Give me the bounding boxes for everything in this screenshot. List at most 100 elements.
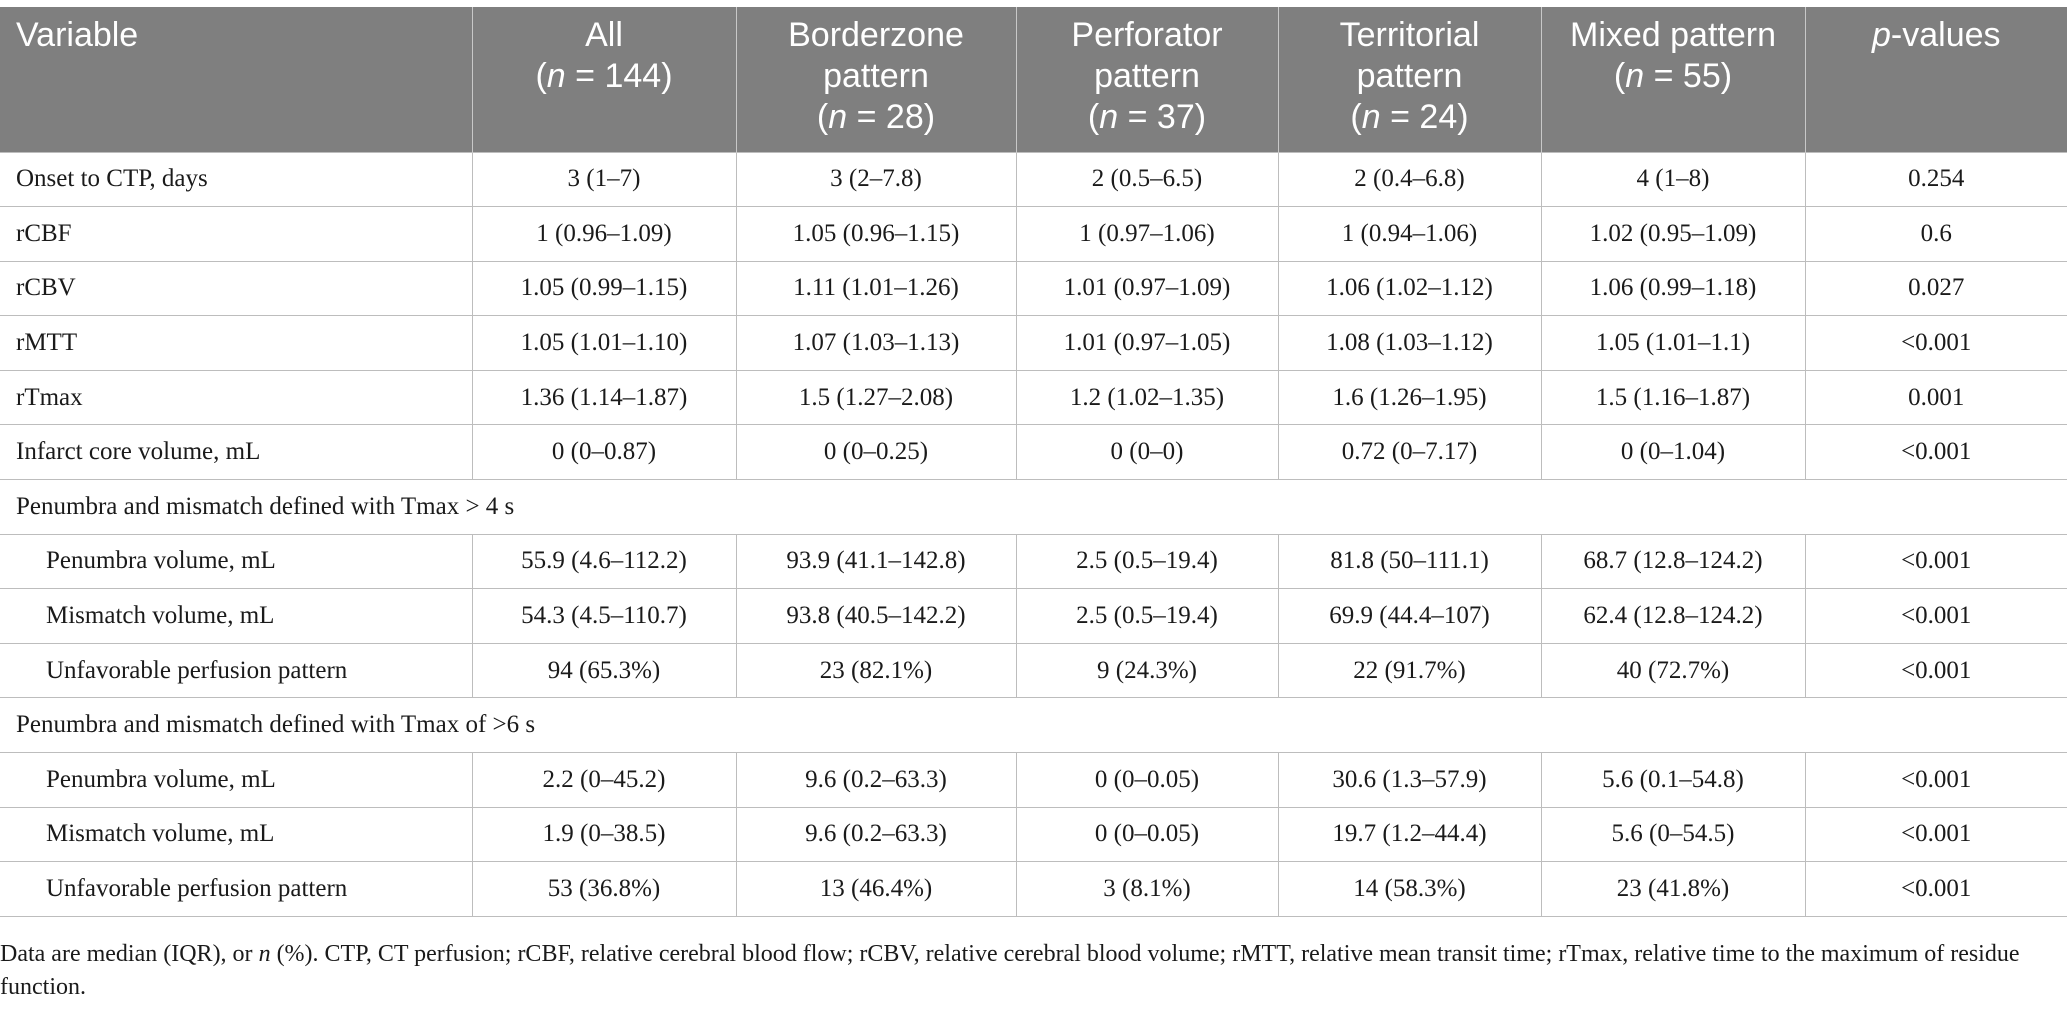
value-cell: 4 (1–8)	[1541, 151, 1806, 207]
value-cell: 23 (41.8%)	[1541, 861, 1806, 917]
header-perforator-name: Perforator pattern	[1071, 16, 1223, 95]
value-cell: 0 (0–0.25)	[736, 424, 1017, 480]
value-cell: 1.06 (1.02–1.12)	[1278, 260, 1542, 316]
value-cell: 93.8 (40.5–142.2)	[736, 588, 1017, 644]
header-borderzone-name: Borderzone pattern	[788, 16, 964, 95]
row-label: Mismatch volume, mL	[0, 588, 473, 644]
value-cell: 3 (1–7)	[472, 151, 737, 207]
value-cell: 1.5 (1.16–1.87)	[1541, 369, 1806, 425]
header-variable: Variable	[0, 7, 473, 152]
results-table: Variable All (n = 144) Borderzone patter…	[0, 7, 2067, 917]
value-cell: 0.72 (0–7.17)	[1278, 424, 1542, 480]
value-cell: 0 (0–0.87)	[472, 424, 737, 480]
header-territorial-name: Territorial pattern	[1339, 16, 1480, 95]
row-label: Onset to CTP, days	[0, 151, 473, 207]
value-cell: 69.9 (44.4–107)	[1278, 588, 1542, 644]
row-label: Mismatch volume, mL	[0, 806, 473, 862]
value-cell: 1 (0.96–1.09)	[472, 206, 737, 262]
value-cell: 0 (0–0.05)	[1016, 806, 1279, 862]
header-all: All (n = 144)	[472, 7, 737, 152]
value-cell: 0 (0–1.04)	[1541, 424, 1806, 480]
table-row: rCBF 1 (0.96–1.09) 1.05 (0.96–1.15) 1 (0.97…	[0, 206, 2067, 262]
header-mixed: Mixed pattern (n = 55)	[1541, 7, 1806, 152]
value-cell: 1.08 (1.03–1.12)	[1278, 315, 1542, 371]
value-cell: 2 (0.4–6.8)	[1278, 151, 1542, 207]
table-row: Penumbra volume, mL 2.2 (0–45.2) 9.6 (0.2–…	[0, 752, 2067, 808]
header-perforator: Perforator pattern (n = 37)	[1016, 7, 1279, 152]
header-territorial: Territorial pattern (n = 24)	[1278, 7, 1542, 152]
value-cell: 30.6 (1.3–57.9)	[1278, 752, 1542, 808]
p-value-cell: <0.001	[1805, 588, 2067, 644]
value-cell: 1 (0.97–1.06)	[1016, 206, 1279, 262]
section-row: Penumbra and mismatch defined with Tmax …	[0, 697, 2067, 753]
value-cell: 40 (72.7%)	[1541, 642, 1806, 698]
value-cell: 14 (58.3%)	[1278, 861, 1542, 917]
value-cell: 5.6 (0.1–54.8)	[1541, 752, 1806, 808]
table-row: rMTT 1.05 (1.01–1.10) 1.07 (1.03–1.13) 1.01…	[0, 315, 2067, 371]
row-label: Unfavorable perfusion pattern	[0, 642, 473, 698]
p-value-cell: <0.001	[1805, 861, 2067, 917]
value-cell: 1.07 (1.03–1.13)	[736, 315, 1017, 371]
header-all-name: All	[585, 16, 623, 54]
value-cell: 19.7 (1.2–44.4)	[1278, 806, 1542, 862]
value-cell: 94 (65.3%)	[472, 642, 737, 698]
value-cell: 1.9 (0–38.5)	[472, 806, 737, 862]
value-cell: 1.05 (0.99–1.15)	[472, 260, 737, 316]
value-cell: 53 (36.8%)	[472, 861, 737, 917]
table-row: Unfavorable perfusion pattern 94 (65.3%) 2…	[0, 642, 2067, 698]
header-mixed-n: (n = 55)	[1613, 57, 1733, 95]
table-row: rTmax 1.36 (1.14–1.87) 1.5 (1.27–2.08) 1.2 …	[0, 369, 2067, 425]
table-row: Mismatch volume, mL 54.3 (4.5–110.7) 93.8 …	[0, 588, 2067, 644]
value-cell: 9.6 (0.2–63.3)	[736, 806, 1017, 862]
row-label: Penumbra volume, mL	[0, 533, 473, 589]
value-cell: 2 (0.5–6.5)	[1016, 151, 1279, 207]
p-value-cell: 0.254	[1805, 151, 2067, 207]
p-value-cell: <0.001	[1805, 533, 2067, 589]
section-label: Penumbra and mismatch defined with Tmax …	[0, 479, 2067, 535]
value-cell: 1.01 (0.97–1.05)	[1016, 315, 1279, 371]
value-cell: 9.6 (0.2–63.3)	[736, 752, 1017, 808]
row-label: rMTT	[0, 315, 473, 371]
header-perforator-n: (n = 37)	[1087, 98, 1207, 136]
p-value-cell: <0.001	[1805, 806, 2067, 862]
value-cell: 81.8 (50–111.1)	[1278, 533, 1542, 589]
table-row: Onset to CTP, days 3 (1–7) 3 (2–7.8) 2 (0.5…	[0, 151, 2067, 207]
value-cell: 93.9 (41.1–142.8)	[736, 533, 1017, 589]
value-cell: 1.06 (0.99–1.18)	[1541, 260, 1806, 316]
p-value-cell: <0.001	[1805, 315, 2067, 371]
section-row: Penumbra and mismatch defined with Tmax …	[0, 479, 2067, 535]
p-value-cell: 0.027	[1805, 260, 2067, 316]
row-label: Unfavorable perfusion pattern	[0, 861, 473, 917]
row-label: Penumbra volume, mL	[0, 752, 473, 808]
p-value-cell: 0.001	[1805, 369, 2067, 425]
p-value-cell: <0.001	[1805, 752, 2067, 808]
row-label: Infarct core volume, mL	[0, 424, 473, 480]
value-cell: 3 (2–7.8)	[736, 151, 1017, 207]
row-label: rCBF	[0, 206, 473, 262]
row-label: rCBV	[0, 260, 473, 316]
value-cell: 1.02 (0.95–1.09)	[1541, 206, 1806, 262]
table-row: Mismatch volume, mL 1.9 (0–38.5) 9.6 (0.2–…	[0, 806, 2067, 862]
header-mixed-name: Mixed pattern	[1570, 16, 1776, 54]
value-cell: 1.6 (1.26–1.95)	[1278, 369, 1542, 425]
value-cell: 54.3 (4.5–110.7)	[472, 588, 737, 644]
value-cell: 2.5 (0.5–19.4)	[1016, 533, 1279, 589]
value-cell: 0 (0–0)	[1016, 424, 1279, 480]
value-cell: 9 (24.3%)	[1016, 642, 1279, 698]
value-cell: 1.2 (1.02–1.35)	[1016, 369, 1279, 425]
header-row: Variable All (n = 144) Borderzone patter…	[0, 7, 2067, 152]
header-all-n: (n = 144)	[535, 57, 673, 95]
value-cell: 1.5 (1.27–2.08)	[736, 369, 1017, 425]
value-cell: 1.05 (0.96–1.15)	[736, 206, 1017, 262]
header-territorial-n: (n = 24)	[1350, 98, 1469, 136]
value-cell: 55.9 (4.6–112.2)	[472, 533, 737, 589]
header-borderzone-n: (n = 28)	[816, 98, 936, 136]
table-row: Infarct core volume, mL 0 (0–0.87) 0 (0–0.…	[0, 424, 2067, 480]
value-cell: 3 (8.1%)	[1016, 861, 1279, 917]
value-cell: 1.05 (1.01–1.1)	[1541, 315, 1806, 371]
value-cell: 22 (91.7%)	[1278, 642, 1542, 698]
p-value-cell: <0.001	[1805, 424, 2067, 480]
table-header: Variable All (n = 144) Borderzone patter…	[0, 7, 2067, 152]
section-label: Penumbra and mismatch defined with Tmax …	[0, 697, 2067, 753]
header-borderzone: Borderzone pattern (n = 28)	[736, 7, 1017, 152]
